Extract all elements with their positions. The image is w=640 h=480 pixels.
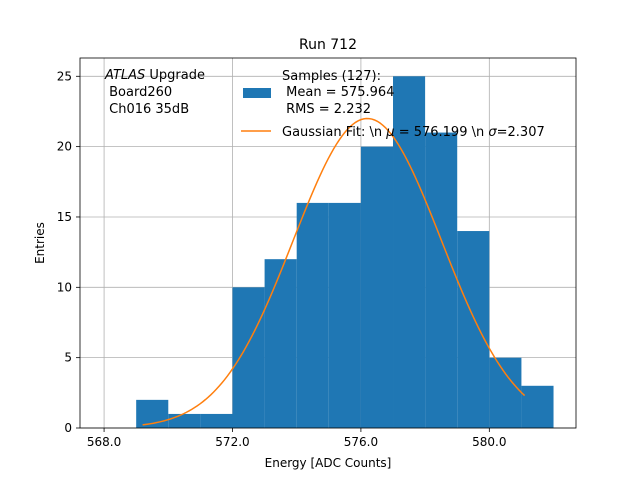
histogram-bar [296, 202, 329, 428]
gaussian-fit-curve [142, 117, 526, 426]
x-tick-label: 580.0 [472, 435, 506, 449]
annotation-line-1: ATLAS Upgrade [104, 68, 205, 83]
histogram-bar [264, 259, 297, 428]
y-axis-ticks: 0 5 10 15 20 25 [57, 69, 80, 435]
legend-fit-prefix: Gaussian Fit: \n [282, 125, 386, 140]
y-tick-label: 25 [57, 69, 72, 83]
histogram-bar [521, 385, 554, 428]
legend: Samples (127): Mean = 575.964 RMS = 2.23… [241, 69, 545, 140]
histogram-bar [489, 357, 522, 428]
histogram-bar [425, 132, 458, 428]
legend-fit-middle: = 576.199 \n [395, 125, 489, 140]
annotation-upgrade: Upgrade [145, 68, 205, 83]
annotation-line-2: Board260 [105, 85, 172, 100]
legend-histogram-line-3: RMS = 2.232 [282, 102, 371, 117]
y-tick-label: 5 [64, 351, 72, 365]
y-axis-label: Entries [33, 222, 47, 264]
x-tick-label: 568.0 [87, 435, 121, 449]
axes-frame [79, 57, 577, 429]
legend-histogram-swatch [243, 88, 271, 98]
y-tick-label: 15 [57, 210, 72, 224]
atlas-annotation: ATLAS Upgrade Board260 Ch016 35dB [104, 68, 205, 117]
x-tick-label: 572.0 [215, 435, 249, 449]
legend-histogram-line-1: Samples (127): [282, 69, 381, 84]
y-tick-label: 20 [57, 140, 72, 154]
legend-histogram-line-2: Mean = 575.964 [282, 85, 394, 100]
histogram-bar [168, 413, 201, 428]
y-tick-label: 0 [64, 421, 72, 435]
y-tick-label: 10 [57, 280, 72, 294]
chart-title: Run 712 [299, 37, 357, 53]
x-tick-label: 576.0 [344, 435, 378, 449]
legend-fit-sigma: σ [488, 125, 497, 140]
legend-fit-label: Gaussian Fit: \n μ = 576.199 \n σ=2.307 [282, 125, 545, 140]
annotation-atlas: ATLAS [104, 68, 145, 83]
legend-fit-suffix: =2.307 [497, 125, 545, 140]
histogram-bar [200, 413, 233, 428]
x-axis-label: Energy [ADC Counts] [265, 456, 392, 470]
legend-fit-mu: μ [385, 125, 394, 140]
x-axis-ticks: 568.0 572.0 576.0 580.0 [87, 428, 507, 449]
histogram-bar [360, 146, 394, 429]
histogram-bars [136, 76, 554, 429]
annotation-line-3: Ch016 35dB [105, 102, 189, 117]
histogram-bar [393, 76, 426, 428]
histogram-bar [328, 202, 361, 428]
histogram-bar [232, 287, 265, 428]
histogram-bar [457, 231, 490, 428]
